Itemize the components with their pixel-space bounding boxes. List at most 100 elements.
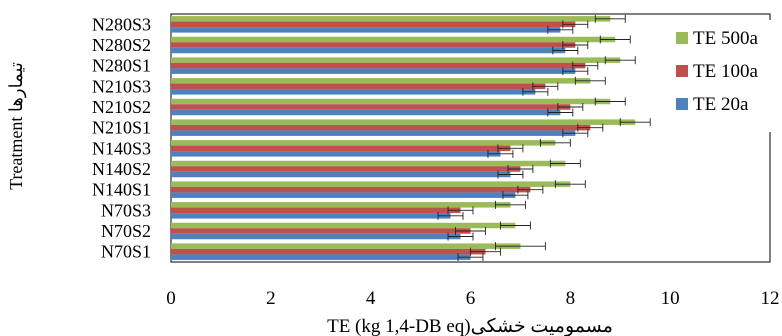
error-bar-te-500a-n140s1	[554, 180, 586, 189]
category-label-n70s1: N70S1	[101, 242, 151, 262]
error-bar-te-20a-n70s2	[447, 232, 474, 241]
error-bar-te-500a-n280s3	[594, 14, 626, 23]
error-bar-te-20a-n140s1	[502, 191, 529, 200]
bar-te-20a-n280s2	[171, 47, 566, 54]
bar-te-100a-n70s2	[171, 228, 471, 234]
category-label-n70s2: N70S2	[101, 221, 151, 241]
bar-te-500a-n280s2	[171, 36, 616, 43]
bar-te-20a-n70s3	[171, 213, 451, 219]
x-tick-6: 6	[466, 288, 476, 309]
x-tick-12: 12	[761, 288, 780, 309]
error-bar-te-100a-n140s2	[507, 165, 534, 173]
error-bar-te-20a-n210s2	[547, 108, 574, 117]
bar-te-100a-n280s1	[171, 62, 586, 69]
bar-te-20a-n70s1	[171, 254, 471, 260]
bar-te-500a-n140s1	[171, 181, 571, 187]
error-bar-te-20a-n280s3	[547, 25, 574, 34]
error-bar-te-500a-n210s1	[619, 118, 651, 127]
legend-swatch-te-20a	[676, 98, 688, 110]
error-bar-te-20a-n210s1	[562, 129, 589, 138]
error-bar-te-20a-n210s3	[522, 87, 549, 96]
error-bar-te-500a-n70s1	[495, 242, 546, 251]
bar-te-100a-n210s1	[171, 124, 591, 131]
category-label-n210s2: N210S2	[92, 97, 151, 117]
error-bar-te-500a-n140s2	[549, 159, 581, 168]
error-bar-te-20a-n70s1	[457, 253, 484, 262]
error-bar-te-100a-n140s1	[517, 185, 544, 194]
error-bar-te-100a-n140s3	[497, 144, 524, 153]
category-label-n70s3: N70S3	[101, 200, 151, 220]
bar-te-20a-n210s3	[171, 89, 536, 95]
legend-label-te-100a: TE 100a	[693, 61, 758, 82]
bar-te-500a-n210s2	[171, 98, 611, 105]
plot-frame	[170, 13, 771, 263]
bar-te-20a-n70s2	[171, 233, 461, 240]
error-bar-te-500a-n210s2	[594, 97, 626, 106]
error-bar-te-20a-n70s3	[437, 211, 464, 220]
bar-te-500a-n70s1	[171, 243, 521, 249]
legend-label-te-20a: TE 20a	[693, 94, 749, 115]
bar-te-100a-n210s2	[171, 104, 571, 110]
x-tick-4: 4	[366, 288, 376, 309]
error-bar-te-20a-n140s3	[487, 149, 514, 158]
error-bar-te-100a-n70s1	[470, 247, 501, 256]
x-tick-2: 2	[266, 288, 276, 309]
category-label-n140s2: N140S2	[92, 159, 151, 179]
bar-te-500a-n140s3	[171, 140, 556, 146]
error-bar-te-500a-n280s2	[599, 35, 631, 44]
bar-te-100a-n210s3	[171, 83, 546, 90]
error-bar-te-100a-n70s2	[455, 227, 486, 235]
error-bar-te-500a-n70s3	[495, 200, 526, 209]
category-label-n140s3: N140S3	[92, 138, 151, 158]
bar-te-100a-n140s3	[171, 145, 511, 152]
bar-te-500a-n70s3	[171, 202, 511, 208]
error-bar-te-20a-n280s1	[562, 67, 589, 76]
x-axis-title: TE (kg 1,4-DB eq)مسمومیت خشکی	[327, 316, 613, 336]
bar-te-500a-n210s3	[171, 78, 591, 84]
bar-te-100a-n140s2	[171, 166, 521, 172]
legend-swatch-te-100a	[676, 65, 688, 77]
bar-te-20a-n280s1	[171, 68, 576, 74]
legend: TE 500a TE 100a TE 20a	[658, 20, 778, 132]
bar-te-500a-n280s3	[171, 16, 611, 22]
category-label-n280s1: N280S1	[92, 56, 151, 76]
bar-te-20a-n140s3	[171, 151, 501, 157]
bar-te-100a-n280s2	[171, 42, 576, 48]
bar-te-20a-n140s1	[171, 192, 516, 198]
bar-te-100a-n70s1	[171, 248, 486, 255]
x-tick-8: 8	[566, 288, 576, 309]
bar-te-100a-n280s3	[171, 21, 576, 28]
category-label-n140s1: N140S1	[92, 180, 151, 200]
bar-te-500a-n210s1	[171, 119, 636, 125]
category-label-n280s3: N280S3	[92, 14, 151, 34]
error-bar-te-20a-n140s2	[497, 170, 524, 179]
error-bar-te-500a-n140s3	[539, 138, 571, 147]
y-axis-title: Treatment تیمارها	[6, 62, 27, 190]
bars-layer	[171, 16, 636, 260]
bar-te-500a-n70s2	[171, 222, 516, 229]
error-bars-layer	[437, 14, 651, 262]
error-bar-te-100a-n210s1	[577, 123, 604, 132]
error-bar-te-100a-n280s2	[562, 41, 589, 49]
bar-te-20a-n210s2	[171, 109, 561, 116]
bar-te-20a-n140s2	[171, 171, 511, 178]
error-bar-te-20a-n280s2	[552, 46, 579, 55]
category-label-n210s1: N210S1	[92, 118, 151, 138]
error-bar-te-100a-n210s3	[532, 82, 559, 91]
bar-te-100a-n140s1	[171, 186, 531, 193]
x-tick-10: 10	[661, 288, 680, 309]
legend-swatch-te-500a	[676, 32, 688, 44]
bar-te-20a-n280s3	[171, 27, 561, 33]
error-bar-te-500a-n70s2	[500, 221, 531, 230]
error-bar-te-500a-n210s3	[574, 76, 606, 85]
x-tick-labels: 0 2 4 6 8 10 12	[166, 288, 779, 309]
error-bar-te-500a-n280s1	[604, 56, 636, 65]
bar-te-500a-n280s1	[171, 57, 621, 63]
bar-te-100a-n70s3	[171, 207, 461, 214]
error-bar-te-100a-n70s3	[447, 206, 474, 215]
bar-te-20a-n210s1	[171, 130, 576, 136]
category-label-n210s3: N210S3	[92, 76, 151, 96]
x-tick-0: 0	[166, 288, 176, 309]
legend-label-te-500a: TE 500a	[693, 28, 758, 49]
